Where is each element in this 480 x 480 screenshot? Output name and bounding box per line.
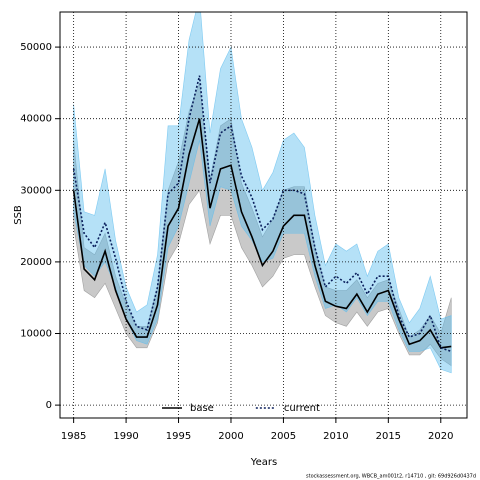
x-tick-label: 2000	[218, 431, 243, 442]
confidence-band	[73, 12, 452, 374]
series-line	[72, 118, 452, 349]
y-tick-label: 0	[46, 400, 52, 411]
legend-label: current	[284, 403, 320, 414]
x-axis-label: Years	[250, 457, 277, 468]
plot-area	[72, 12, 452, 374]
y-tick-label: 50000	[20, 42, 52, 53]
footnote: stockassessment.org, WBCB_am001t2, r1471…	[306, 474, 476, 480]
x-tick-label: 1985	[61, 431, 86, 442]
x-tick-label: 2005	[271, 431, 296, 442]
x-tick-label: 2020	[428, 431, 453, 442]
x-tick-label: 1995	[166, 431, 191, 442]
plot-frame	[59, 11, 468, 419]
y-tick-label: 10000	[20, 329, 52, 340]
x-tick-label: 2010	[323, 431, 348, 442]
x-tick-label: 2015	[376, 431, 401, 442]
legend-label: base	[190, 403, 214, 414]
y-tick-label: 20000	[20, 257, 52, 268]
y-axis-label: SSB	[13, 205, 24, 225]
y-tick-label: 40000	[20, 114, 52, 125]
y-tick-label: 30000	[20, 185, 52, 196]
x-tick-label: 1990	[113, 431, 138, 442]
